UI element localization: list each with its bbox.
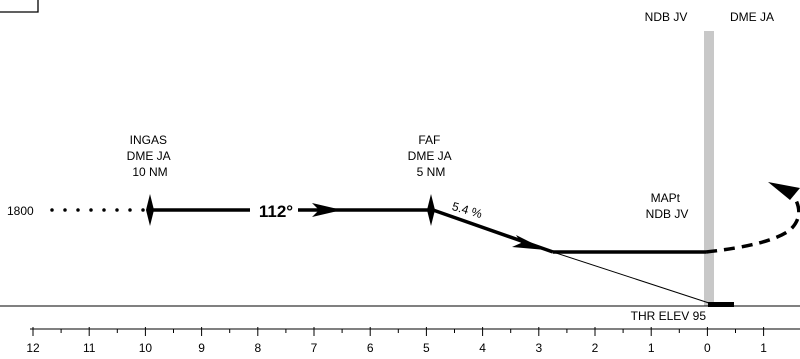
scale-tick-label: 6	[367, 341, 374, 355]
faf-fix-label: FAF DME JA 5 NM	[408, 133, 455, 179]
mapt-label: MAPt NDB JV	[646, 191, 689, 221]
scale-tick-label: 5	[423, 341, 430, 355]
distance-scale: 12 11 10 9 8 7 6 5 4 3 2 1 0 1	[26, 327, 800, 355]
scale-tick-label: 1	[648, 341, 655, 355]
scale-tick-label: 0	[704, 341, 711, 355]
scale-tick-label: 9	[198, 341, 205, 355]
scale-tick-label: 8	[254, 341, 261, 355]
scale-tick-label: 1	[760, 341, 767, 355]
scale-tick-label: 11	[83, 341, 96, 355]
ingas-fix-label: INGAS DME JA 10 NM	[127, 133, 174, 179]
distance-scale-ticks: 12 11 10 9 8 7 6 5 4 3 2 1 0 1	[26, 327, 767, 355]
missed-approach-path	[705, 194, 800, 254]
scale-tick-label: 12	[26, 341, 40, 355]
threshold-marker	[708, 302, 734, 307]
initial-altitude-label: 1800	[7, 204, 34, 218]
ingas-fix-marker	[146, 194, 154, 226]
corner-frame	[0, 0, 39, 13]
missed-approach-arrowhead	[768, 182, 800, 200]
beacon-bar	[704, 31, 714, 306]
scale-tick-label: 4	[479, 341, 486, 355]
descent-arrowhead	[512, 235, 546, 250]
faf-fix-marker	[427, 194, 435, 226]
scale-tick-label: 10	[139, 341, 153, 355]
course-label: 112°	[259, 202, 293, 221]
scale-tick-label: 3	[535, 341, 542, 355]
dme-ja-label: DME JA	[730, 10, 774, 24]
scale-tick-label: 2	[592, 341, 599, 355]
threshold-elevation-label: THR ELEV 95	[631, 309, 707, 323]
visual-descent-line	[552, 251, 710, 304]
scale-tick-label: 7	[311, 341, 318, 355]
ndb-jv-label: NDB JV	[645, 10, 688, 24]
course-arrowhead-1	[312, 203, 342, 217]
